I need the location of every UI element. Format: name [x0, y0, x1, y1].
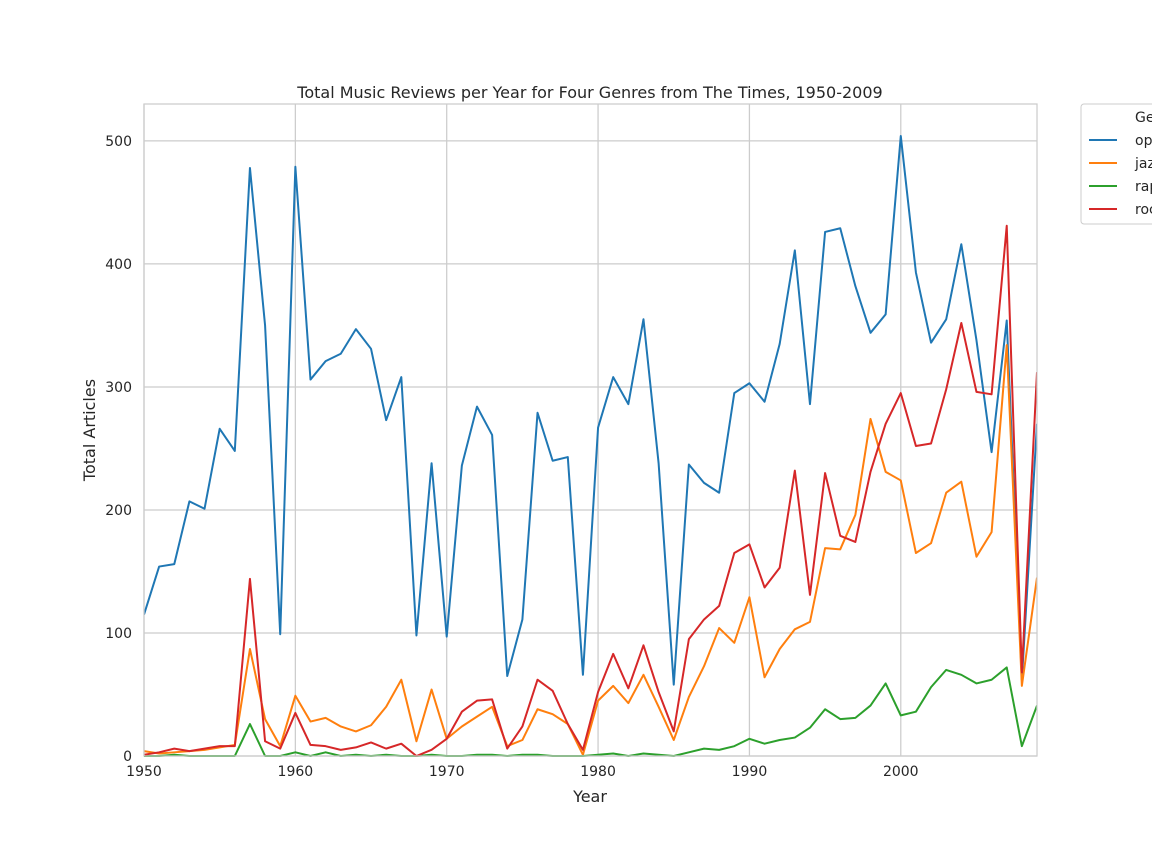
y-tick-label: 300 — [105, 380, 132, 396]
legend-label-rap: rap — [1135, 179, 1152, 195]
x-axis-label: Year — [572, 787, 607, 806]
y-tick-labels: 0 100 200 300 400 500 — [105, 134, 132, 765]
y-tick-label: 100 — [105, 626, 132, 642]
y-tick-label: 400 — [105, 257, 132, 273]
y-axis-label: Total Articles — [80, 379, 99, 482]
chart-title: Total Music Reviews per Year for Four Ge… — [296, 83, 882, 102]
x-tick-label: 1980 — [580, 764, 616, 780]
x-tick-label: 1960 — [278, 764, 314, 780]
y-tick-label: 500 — [105, 134, 132, 150]
y-tick-label: 200 — [105, 503, 132, 519]
x-tick-label: 2000 — [883, 764, 919, 780]
legend: Ge op jaz rap roc — [1080, 103, 1152, 225]
plot-frame — [143, 103, 1038, 757]
x-tick-labels: 1950 1960 1970 1980 1990 2000 — [126, 764, 918, 780]
legend-label-roc: roc — [1135, 202, 1152, 218]
x-tick-label: 1990 — [732, 764, 768, 780]
legend-label-op: op — [1135, 133, 1152, 149]
legend-items: op jaz rap roc — [1089, 133, 1152, 218]
legend-label-jaz: jaz — [1134, 156, 1152, 172]
series-line-roc — [144, 224, 1037, 757]
series-lines — [144, 134, 1037, 757]
gridlines — [143, 104, 1037, 757]
series-line-op — [144, 134, 1037, 686]
series-line-jaz — [144, 344, 1037, 756]
x-tick-label: 1950 — [126, 764, 162, 780]
y-tick-label: 0 — [123, 749, 132, 765]
x-tick-label: 1970 — [429, 764, 465, 780]
legend-title: Ge — [1135, 110, 1152, 126]
